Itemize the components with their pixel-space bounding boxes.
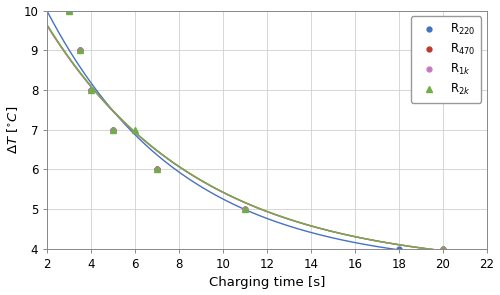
R$_{2k}$ bbox=[440, 247, 446, 251]
R$_{2k}$ bbox=[154, 168, 160, 171]
Line: R$_{1k}$: R$_{1k}$ bbox=[66, 8, 446, 251]
R$_{2k}$ bbox=[132, 128, 138, 132]
R$_{470}$ bbox=[110, 128, 116, 132]
R$_{1k}$ bbox=[66, 9, 72, 12]
R$_{470}$ bbox=[77, 48, 83, 52]
R$_{2k}$ bbox=[88, 88, 94, 92]
R$_{1k}$ bbox=[440, 247, 446, 251]
Line: R$_{470}$: R$_{470}$ bbox=[66, 8, 446, 251]
R$_{470}$ bbox=[154, 168, 160, 171]
R$_{220}$ bbox=[154, 168, 160, 171]
R$_{2k}$ bbox=[66, 9, 72, 12]
R$_{1k}$ bbox=[242, 207, 248, 211]
R$_{220}$ bbox=[110, 128, 116, 132]
R$_{470}$ bbox=[440, 247, 446, 251]
R$_{220}$ bbox=[77, 48, 83, 52]
R$_{1k}$ bbox=[154, 168, 160, 171]
Line: R$_{220}$: R$_{220}$ bbox=[66, 8, 402, 251]
R$_{2k}$ bbox=[242, 207, 248, 211]
Y-axis label: $\Delta T$ [$^{\circ}C$]: $\Delta T$ [$^{\circ}C$] bbox=[6, 106, 20, 154]
R$_{220}$ bbox=[66, 9, 72, 12]
Legend: R$_{220}$, R$_{470}$, R$_{1k}$, R$_{2k}$: R$_{220}$, R$_{470}$, R$_{1k}$, R$_{2k}$ bbox=[411, 17, 481, 103]
R$_{1k}$ bbox=[88, 88, 94, 92]
R$_{220}$ bbox=[396, 247, 402, 251]
R$_{1k}$ bbox=[77, 48, 83, 52]
X-axis label: Charging time [s]: Charging time [s] bbox=[209, 276, 325, 289]
R$_{2k}$ bbox=[110, 128, 116, 132]
R$_{220}$ bbox=[88, 88, 94, 92]
R$_{1k}$ bbox=[110, 128, 116, 132]
R$_{2k}$ bbox=[77, 48, 83, 52]
Line: R$_{2k}$: R$_{2k}$ bbox=[66, 8, 446, 252]
R$_{470}$ bbox=[88, 88, 94, 92]
R$_{470}$ bbox=[242, 207, 248, 211]
R$_{470}$ bbox=[66, 9, 72, 12]
